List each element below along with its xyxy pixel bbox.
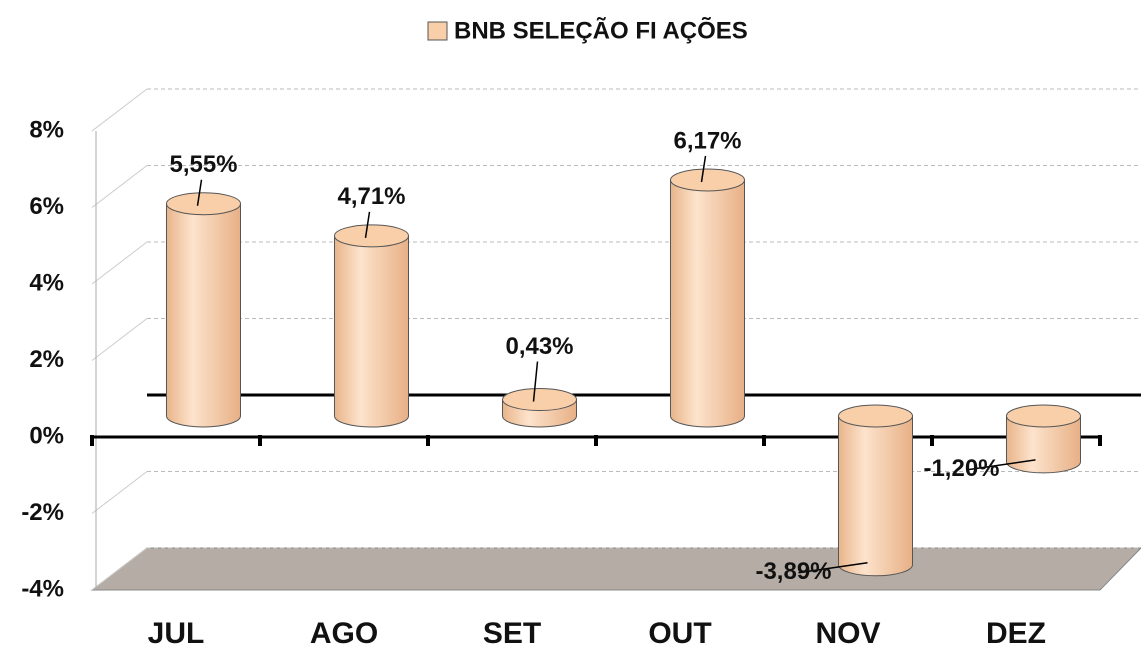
data-label: 4,71% (337, 183, 405, 210)
x-tick-label: SET (483, 617, 541, 650)
bar (670, 179, 745, 416)
leader-line (364, 211, 371, 238)
data-label: 0,43% (505, 333, 573, 360)
bar-top (166, 192, 241, 216)
bar-top (502, 388, 577, 412)
bar-top (1006, 404, 1081, 428)
data-label: -3,89% (755, 558, 831, 585)
leader-line (196, 179, 203, 206)
y-tick-label: 8% (29, 116, 64, 143)
bar-top (670, 168, 745, 192)
leader-line (798, 562, 868, 574)
leader-line (532, 361, 539, 402)
bar (838, 416, 913, 565)
grid-line (91, 547, 148, 591)
data-label: 5,55% (169, 151, 237, 178)
y-tick-label: -4% (21, 575, 64, 602)
leader-line (700, 155, 707, 183)
y-tick-label: 4% (29, 269, 64, 296)
x-tick-label: AGO (310, 617, 378, 650)
grid-line (91, 241, 148, 285)
bar-top (334, 224, 409, 248)
bar-top (838, 404, 913, 428)
bar (334, 235, 409, 416)
legend-label: BNB SELEÇÃO FI AÇÕES (454, 16, 748, 44)
grid-line (91, 88, 148, 132)
floor (90, 547, 1141, 591)
y-tick-label: 6% (29, 193, 64, 220)
legend-swatch (427, 21, 448, 41)
data-label: -1,20% (923, 455, 999, 482)
x-tick-label: OUT (648, 617, 711, 650)
y-tick-label: 0% (29, 422, 64, 449)
x-tick-label: DEZ (986, 617, 1046, 650)
y-tick-label: 2% (29, 346, 64, 373)
grid-line (91, 165, 148, 208)
y-tick-label: -2% (21, 499, 64, 526)
grid-line (91, 318, 148, 361)
bar (166, 203, 241, 416)
x-tick-label: NOV (815, 617, 880, 650)
x-tick-label: JUL (148, 617, 205, 650)
leader-line (966, 459, 1036, 471)
data-label: 6,17% (673, 127, 741, 154)
grid-line (91, 471, 148, 514)
